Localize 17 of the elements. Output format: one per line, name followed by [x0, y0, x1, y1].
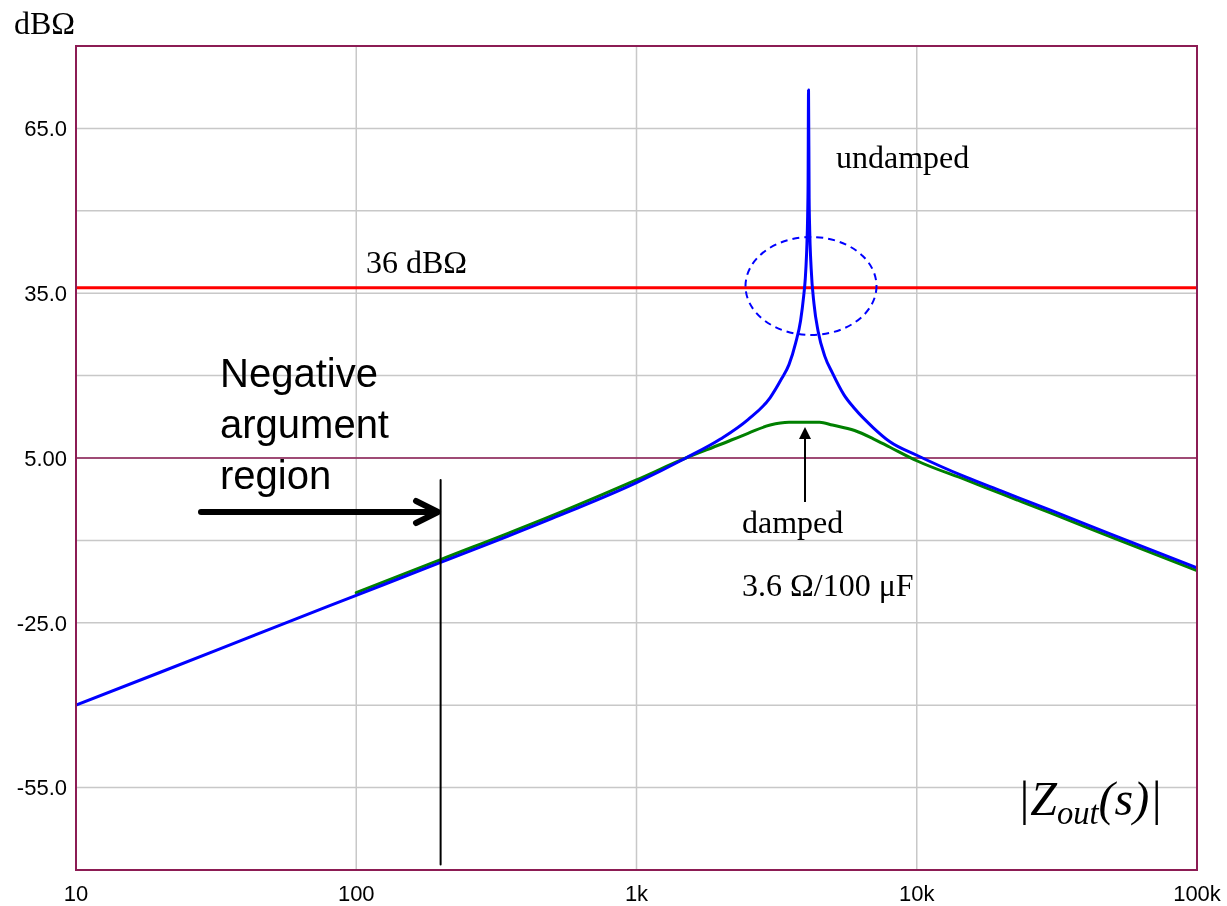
x-tick-label: 10 [63, 880, 89, 906]
annotation: |Z$_{out}$(s)| [1017, 772, 1163, 832]
series-label: damped [742, 504, 844, 540]
annotation: Negative argument region [220, 351, 389, 497]
x-tick-label: 100 [337, 880, 375, 906]
x-tick-label: 1k [624, 880, 650, 906]
x-tick-label: 100k [1173, 880, 1222, 906]
y-tick-label: -25.0 [16, 610, 67, 636]
y-axis-title: dBΩ [14, 5, 76, 41]
y-tick-label: 65.0 [24, 116, 67, 142]
series-label: undamped [836, 139, 970, 175]
annotation: 3.6 Ω/100 μF [742, 567, 914, 603]
x-tick-label: 10k [899, 880, 936, 906]
y-tick-label: 35.0 [24, 281, 67, 307]
ref-line-label: 36 dBΩ [366, 243, 468, 280]
y-tick-label: -55.0 [16, 775, 67, 801]
y-tick-label: 5.00 [24, 445, 67, 471]
